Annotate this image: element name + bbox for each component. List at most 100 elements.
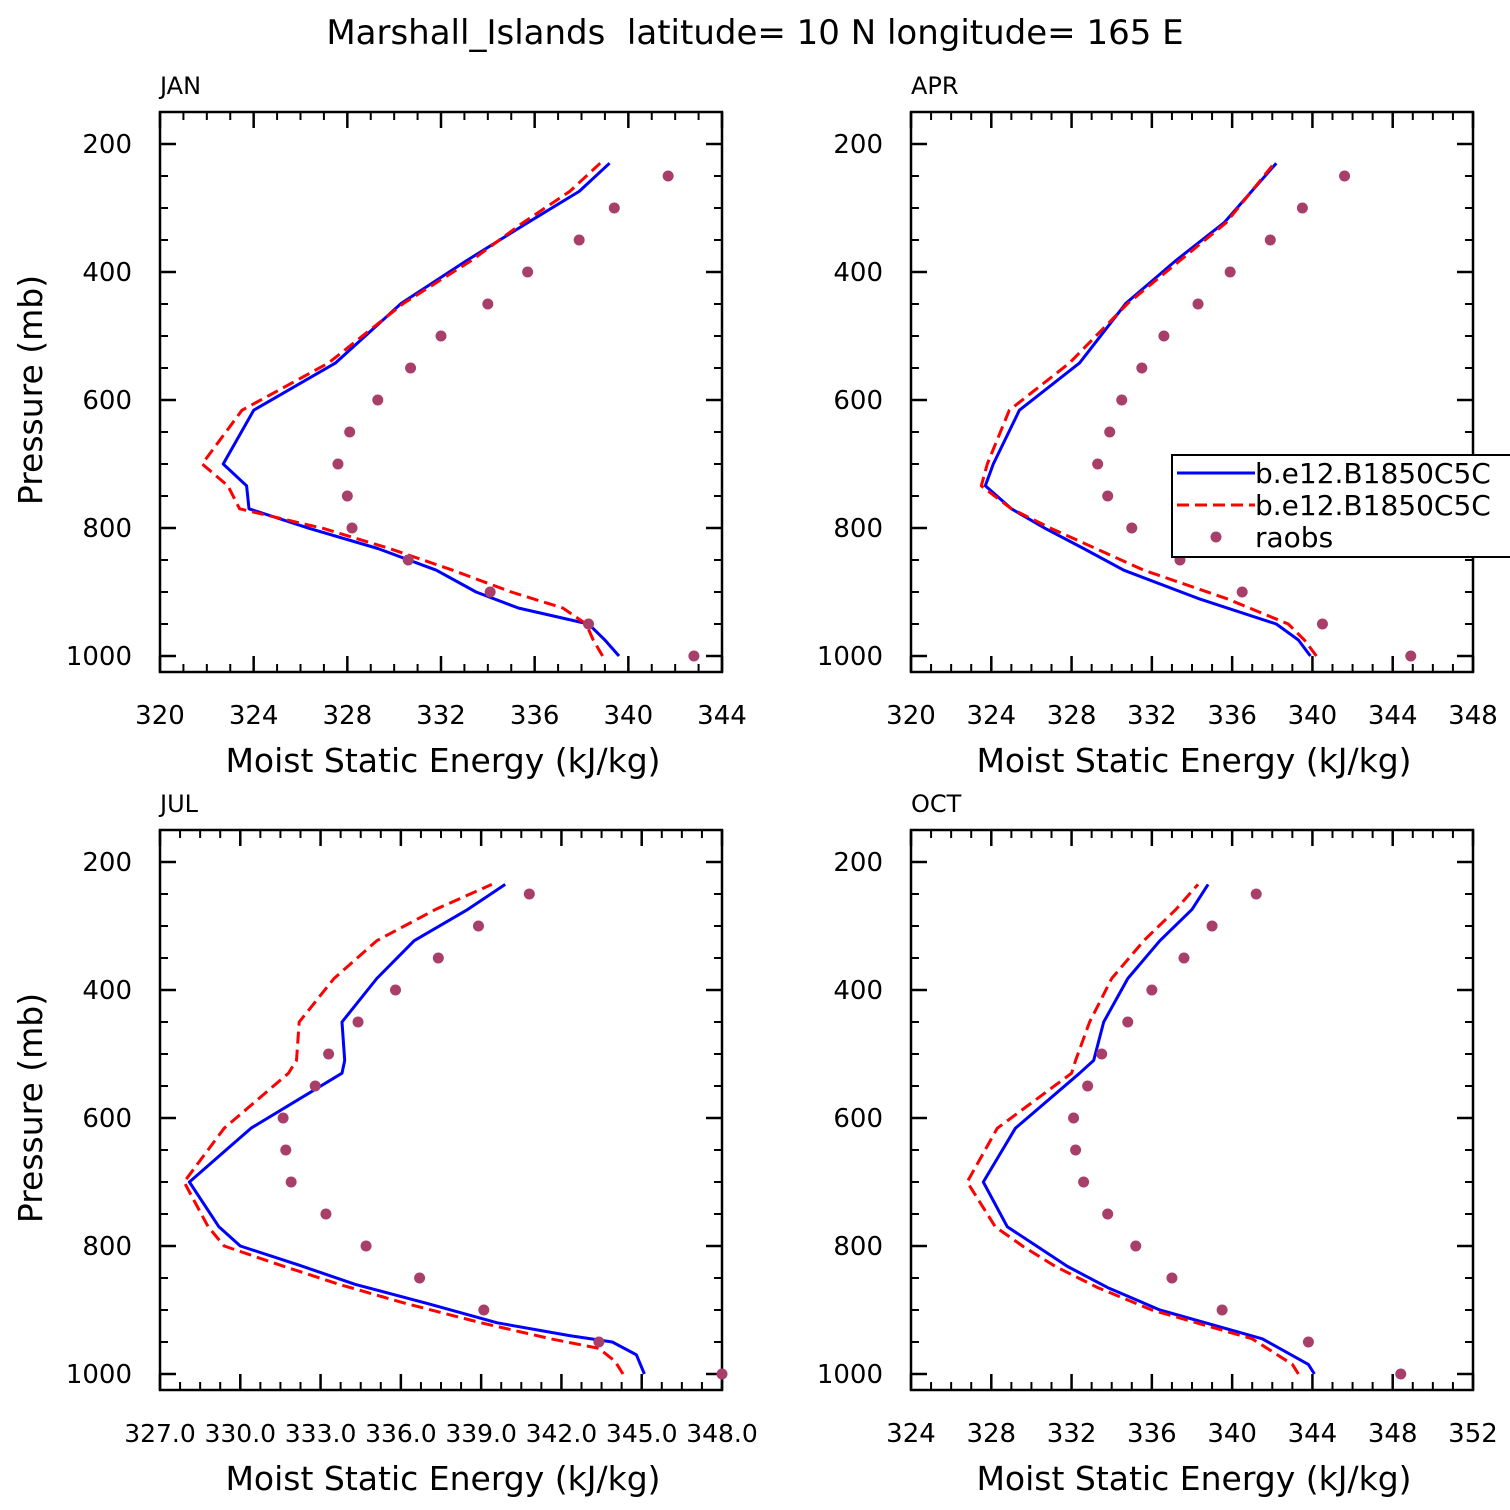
raobs-point bbox=[583, 618, 595, 630]
y-tick-label: 1000 bbox=[66, 1360, 132, 1390]
y-tick-label: 200 bbox=[833, 848, 883, 878]
y-tick-label: 600 bbox=[833, 386, 883, 416]
series-line-solid-blue bbox=[981, 883, 1316, 1375]
raobs-point bbox=[472, 920, 484, 932]
legend-label: b.e12.B1850C5C bbox=[1255, 489, 1491, 522]
raobs-point bbox=[1126, 522, 1138, 534]
x-tick-label: 352 bbox=[1448, 1419, 1498, 1449]
panel-label: APR bbox=[911, 72, 959, 100]
raobs-point bbox=[320, 1208, 332, 1220]
raobs-point bbox=[523, 888, 535, 900]
raobs-point bbox=[1166, 1272, 1178, 1284]
raobs-point bbox=[1130, 1240, 1142, 1252]
raobs-point bbox=[573, 234, 585, 246]
y-axis-label: Pressure (mb) bbox=[11, 275, 50, 505]
x-tick-label: 324 bbox=[229, 701, 279, 731]
raobs-point bbox=[716, 1368, 728, 1380]
series-line-dashed-red bbox=[979, 162, 1318, 657]
y-tick-label: 1000 bbox=[817, 642, 883, 672]
raobs-point bbox=[1192, 298, 1204, 310]
raobs-point bbox=[414, 1272, 426, 1284]
x-tick-label: 345.0 bbox=[606, 1419, 678, 1448]
x-tick-label: 328 bbox=[966, 1419, 1016, 1449]
raobs-point bbox=[1102, 1208, 1114, 1220]
x-tick-label: 340 bbox=[1207, 1419, 1257, 1449]
raobs-point bbox=[1136, 362, 1148, 374]
y-tick-label: 200 bbox=[833, 130, 883, 160]
raobs-point bbox=[277, 1112, 289, 1124]
raobs-point bbox=[1264, 234, 1276, 246]
raobs-point bbox=[1068, 1112, 1080, 1124]
y-tick-label: 400 bbox=[82, 976, 132, 1006]
x-tick-label: 333.0 bbox=[285, 1419, 357, 1448]
x-tick-label: 320 bbox=[135, 701, 185, 731]
raobs-point bbox=[1078, 1176, 1090, 1188]
raobs-point bbox=[1405, 650, 1417, 662]
raobs-point bbox=[402, 554, 414, 566]
panel-label: JUL bbox=[158, 790, 199, 818]
y-tick-label: 400 bbox=[82, 258, 132, 288]
x-tick-label: 339.0 bbox=[445, 1419, 517, 1448]
series-line-dashed-red bbox=[965, 883, 1300, 1375]
raobs-point bbox=[593, 1336, 605, 1348]
raobs-point bbox=[662, 170, 674, 182]
raobs-point bbox=[1216, 1304, 1228, 1316]
raobs-point bbox=[344, 426, 356, 438]
raobs-point bbox=[1102, 490, 1114, 502]
raobs-point bbox=[432, 952, 444, 964]
raobs-point bbox=[1236, 586, 1248, 598]
x-tick-label: 348 bbox=[1368, 1419, 1418, 1449]
raobs-point bbox=[360, 1240, 372, 1252]
raobs-point bbox=[482, 298, 494, 310]
raobs-point bbox=[608, 202, 620, 214]
raobs-point bbox=[435, 330, 447, 342]
raobs-point bbox=[1070, 1144, 1082, 1156]
x-tick-label: 348 bbox=[1448, 701, 1498, 731]
y-tick-label: 600 bbox=[82, 386, 132, 416]
raobs-point bbox=[1082, 1080, 1094, 1092]
raobs-point bbox=[522, 266, 534, 278]
series-line-dashed-red bbox=[182, 883, 625, 1375]
raobs-point bbox=[1122, 1016, 1134, 1028]
y-tick-label: 400 bbox=[833, 258, 883, 288]
raobs-point bbox=[332, 458, 344, 470]
series-line-solid-blue bbox=[187, 883, 646, 1375]
x-axis-label: Moist Static Energy (kJ/kg) bbox=[976, 1459, 1411, 1498]
series-line-solid-blue bbox=[221, 162, 621, 657]
raobs-point bbox=[285, 1176, 297, 1188]
x-axis-label: Moist Static Energy (kJ/kg) bbox=[225, 1459, 660, 1498]
raobs-point bbox=[1092, 458, 1104, 470]
raobs-point bbox=[346, 522, 358, 534]
x-tick-label: 330.0 bbox=[204, 1419, 276, 1448]
x-tick-label: 336 bbox=[1207, 701, 1257, 731]
y-tick-label: 600 bbox=[82, 1104, 132, 1134]
y-tick-label: 200 bbox=[82, 130, 132, 160]
legend-marker-raobs bbox=[1210, 531, 1222, 543]
x-tick-label: 332 bbox=[416, 701, 466, 731]
raobs-point bbox=[1158, 330, 1170, 342]
x-tick-label: 320 bbox=[886, 701, 936, 731]
raobs-point bbox=[405, 362, 417, 374]
y-tick-label: 1000 bbox=[817, 1360, 883, 1390]
raobs-point bbox=[1224, 266, 1236, 278]
raobs-point bbox=[1104, 426, 1116, 438]
series-line-solid-blue bbox=[983, 162, 1312, 657]
y-axis-label: Pressure (mb) bbox=[11, 993, 50, 1223]
raobs-point bbox=[280, 1144, 292, 1156]
x-tick-label: 336 bbox=[1127, 1419, 1177, 1449]
x-tick-label: 340 bbox=[604, 701, 654, 731]
raobs-point bbox=[1146, 984, 1158, 996]
plot-frame bbox=[909, 828, 1475, 1392]
raobs-point bbox=[390, 984, 402, 996]
raobs-point bbox=[323, 1048, 335, 1060]
x-tick-label: 344 bbox=[1368, 701, 1418, 731]
legend-label: raobs bbox=[1255, 521, 1333, 554]
raobs-point bbox=[484, 586, 496, 598]
x-tick-label: 332 bbox=[1047, 1419, 1097, 1449]
x-tick-label: 336 bbox=[510, 701, 560, 731]
x-tick-label: 324 bbox=[966, 701, 1016, 731]
